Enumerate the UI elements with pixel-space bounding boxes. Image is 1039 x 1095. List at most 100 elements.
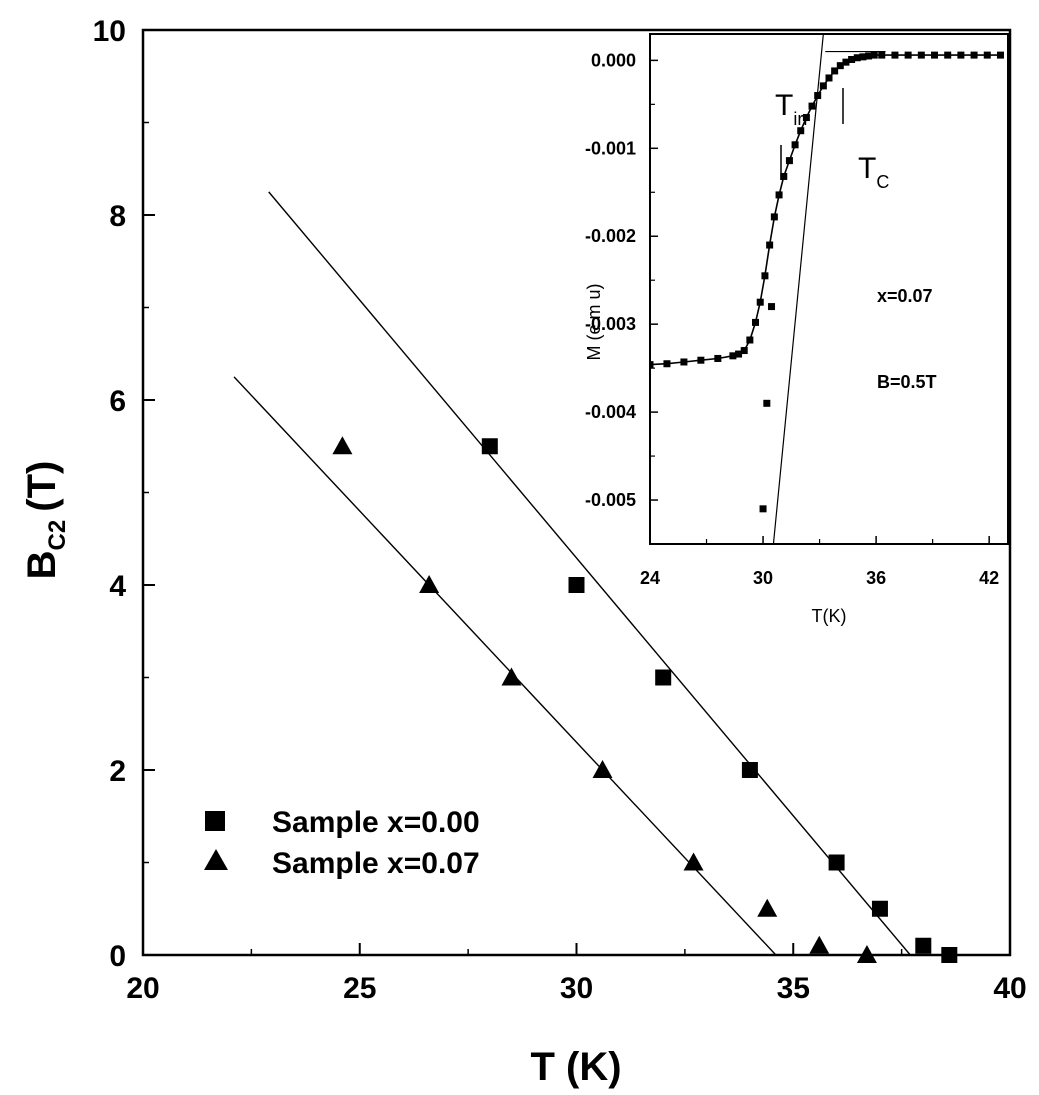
- main-y-tick-label-0: 0: [109, 940, 126, 973]
- inset-point-19: [802, 114, 810, 122]
- inset-point-15: [780, 172, 788, 180]
- inset-x-tick-label-1: 30: [753, 568, 773, 588]
- main-ticks: [142, 29, 1011, 956]
- inset-point-11: [761, 272, 769, 280]
- inset-point-5: [729, 352, 737, 360]
- inset-point-14: [775, 191, 783, 199]
- inset-point-13: [770, 213, 778, 221]
- point-x000-3: [741, 762, 758, 778]
- inset-point-9: [752, 318, 760, 326]
- inset-point-16: [785, 157, 793, 165]
- inset-point-25: [836, 62, 844, 70]
- inset-annotations: Tirr TC x=0.07 B=0.5T: [775, 88, 937, 392]
- main-x-axis-label: T (K): [530, 1045, 621, 1089]
- inset-point-40: [983, 51, 991, 59]
- legend-label-x000: Sample x=0.00: [272, 806, 480, 839]
- inset-point-27: [848, 56, 856, 63]
- main-y-tick-label-4: 8: [109, 200, 126, 233]
- point-x000-6: [915, 937, 932, 954]
- main-y-tick-label-1: 2: [109, 755, 126, 788]
- inset-point-7: [740, 347, 748, 355]
- inset-point-37: [944, 51, 952, 59]
- inset-tangent-point-2: [768, 303, 776, 311]
- inset-point-31: [870, 51, 878, 59]
- point-x007-5: [757, 898, 778, 917]
- inset-y-tick-label-4: -0.004: [585, 402, 636, 422]
- inset-y-axis-label: M (e m u): [584, 283, 604, 360]
- point-x007-2: [501, 667, 522, 686]
- inset-point-23: [825, 74, 833, 82]
- main-y-tick-label-5: 10: [93, 15, 126, 48]
- main-x-tick-label-3: 35: [777, 972, 810, 1005]
- legend: Sample x=0.00 Sample x=0.07: [204, 806, 480, 880]
- main-y-axis-label: BC2 (T): [20, 461, 71, 580]
- annotation-b: B=0.5T: [877, 372, 937, 392]
- inset-point-29: [859, 53, 867, 61]
- inset-point-30: [865, 52, 873, 60]
- inset-point-32: [878, 51, 886, 59]
- inset-y-tick-label-3: -0.003: [585, 314, 636, 334]
- annotation-x: x=0.07: [877, 286, 933, 306]
- inset-point-12: [766, 241, 774, 249]
- main-fit-lines: [233, 191, 911, 956]
- inset-plot: 24 30 36 42 0.000 -0.001 -0.002 -0.003 -0.004 -0.…: [584, 33, 1009, 626]
- annotation-t-irr: Tirr: [775, 89, 809, 129]
- inset-tangent-point-0: [759, 505, 767, 513]
- inset-point-24: [831, 67, 839, 75]
- main-x-tick-label-4: 40: [993, 972, 1026, 1005]
- inset-tangent-point-1: [763, 399, 771, 407]
- tangent-line-0: [772, 34, 824, 544]
- fit-line-series-1: [233, 376, 777, 956]
- inset-point-8: [746, 336, 754, 344]
- svg-text:BC2(T): BC2 (T): [20, 461, 71, 580]
- inset-point-2: [680, 358, 688, 366]
- inset-y-tick-label-5: -0.005: [585, 490, 636, 510]
- point-x000-7: [941, 947, 958, 963]
- inset-point-28: [853, 54, 861, 62]
- point-x007-7: [856, 945, 877, 963]
- inset-ticks: [649, 59, 990, 544]
- legend-marker-triangle: [204, 849, 228, 870]
- inset-y-tick-label-1: -0.001: [585, 138, 636, 158]
- inset-x-tick-label-2: 36: [866, 568, 886, 588]
- inset-point-6: [735, 350, 743, 358]
- inset-point-1: [663, 360, 671, 368]
- point-x000-2: [655, 669, 672, 686]
- inset-point-41: [996, 51, 1004, 59]
- inset-y-tick-label-0: 0.000: [591, 50, 636, 70]
- inset-point-0: [650, 361, 654, 369]
- fit-line-series-0: [268, 191, 911, 956]
- point-x007-0: [332, 436, 353, 455]
- legend-label-x007: Sample x=0.07: [272, 847, 480, 880]
- inset-data-points: [650, 51, 1004, 513]
- main-x-tick-label-1: 25: [343, 972, 376, 1005]
- main-data-points: [332, 436, 958, 963]
- point-x000-5: [871, 900, 888, 917]
- inset-x-tick-label-0: 24: [640, 568, 660, 588]
- y-label-unit: (T): [20, 461, 64, 512]
- y-label-main: B: [20, 550, 64, 579]
- main-y-tick-label-2: 4: [109, 570, 126, 603]
- main-x-tick-label-2: 30: [560, 972, 593, 1005]
- inset-point-10: [756, 298, 764, 306]
- point-x000-4: [828, 854, 845, 871]
- inset-point-21: [814, 92, 822, 100]
- inset-point-22: [819, 82, 827, 90]
- point-x007-3: [592, 760, 613, 778]
- inset-point-3: [697, 356, 705, 364]
- inset-point-4: [714, 354, 722, 362]
- inset-point-35: [917, 51, 925, 59]
- inset-point-36: [931, 51, 939, 59]
- inset-x-axis-label: T(K): [812, 606, 847, 626]
- inset-point-34: [904, 51, 912, 59]
- inset-x-tick-label-3: 42: [979, 568, 999, 588]
- inset-point-39: [970, 51, 978, 59]
- inset-point-38: [957, 51, 965, 59]
- inset-plot-frame: [649, 33, 1009, 545]
- inset-point-20: [808, 102, 816, 110]
- point-x007-1: [419, 575, 440, 593]
- point-x000-1: [568, 577, 585, 593]
